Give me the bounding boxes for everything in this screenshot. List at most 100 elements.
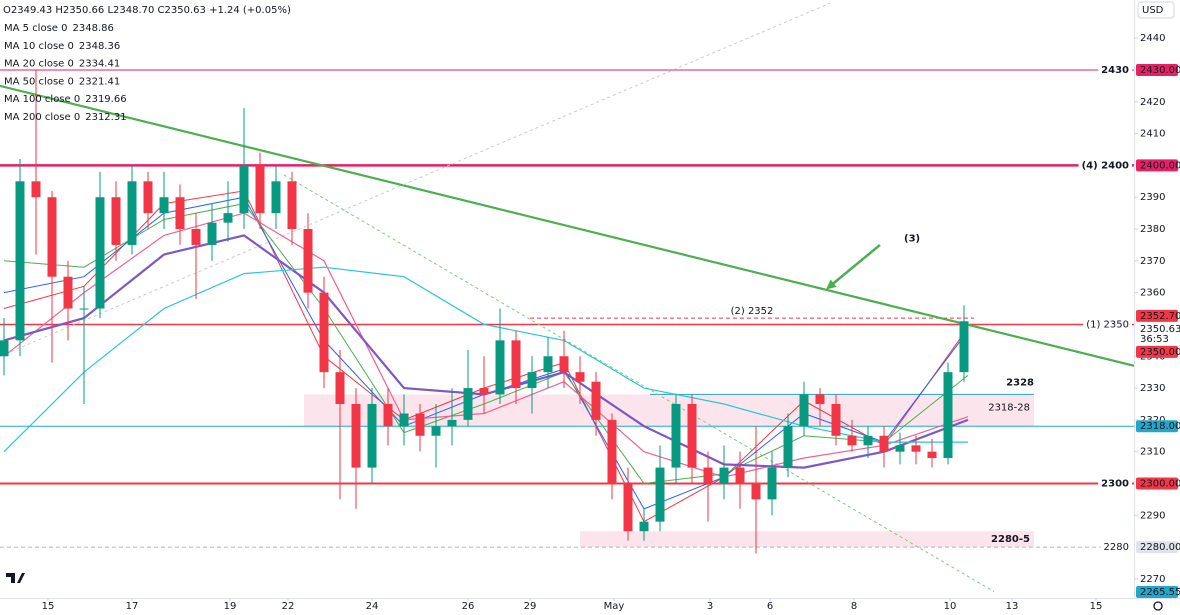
plot-area xyxy=(0,2,1134,593)
price-tag xyxy=(1136,477,1178,490)
candle-body xyxy=(559,356,569,373)
zone xyxy=(580,531,1034,548)
price-tag-label: 2400.00 xyxy=(1140,160,1180,171)
level-label-bg xyxy=(1098,64,1133,76)
price-tag xyxy=(1136,420,1178,433)
price-tag xyxy=(1136,63,1178,76)
candle-body xyxy=(415,413,425,436)
candle-body xyxy=(319,292,329,373)
candle-body xyxy=(175,197,185,230)
level-label: (2) 2352 xyxy=(731,306,774,317)
candle-body xyxy=(623,483,633,532)
candle-body xyxy=(687,403,697,468)
candle-body xyxy=(271,181,281,214)
price-tag-label: 2350.00 xyxy=(1140,347,1180,358)
legend-name: MA 5 close 0 xyxy=(4,23,68,34)
x-tick-label: 22 xyxy=(282,601,295,612)
ohlc-header: O2349.43 H2350.66 L2348.70 C2350.63 +1.2… xyxy=(3,5,291,16)
x-tick-label: 15 xyxy=(1090,601,1103,612)
candle-body xyxy=(255,165,265,214)
candle-body xyxy=(671,403,681,468)
candle-body xyxy=(895,445,905,452)
x-tick-label: 6 xyxy=(767,601,773,612)
candle-body xyxy=(399,413,409,427)
price-tag xyxy=(1136,159,1178,172)
candle-body xyxy=(959,321,969,373)
candle-body xyxy=(639,521,649,532)
arrow-shaft xyxy=(829,243,881,287)
candle-body xyxy=(863,435,873,446)
zone-label: 2280-5 xyxy=(991,534,1030,545)
price-tag xyxy=(1136,345,1178,358)
arrow-head xyxy=(826,279,837,290)
y-tick-label: 2370 xyxy=(1140,256,1165,267)
x-tick-label: May xyxy=(604,601,625,612)
price-tag xyxy=(1136,541,1178,554)
candle-body xyxy=(191,229,201,245)
level-label-bg xyxy=(1078,160,1133,172)
candle-body xyxy=(111,197,121,245)
candle-body xyxy=(799,394,809,427)
candle-body xyxy=(351,403,361,468)
level-label: (1) 2350 xyxy=(1086,319,1129,330)
candle-body xyxy=(767,467,777,500)
candle-body xyxy=(79,308,89,310)
zone-top-label: 2328 xyxy=(1006,377,1034,388)
y-tick-label: 2290 xyxy=(1140,510,1165,521)
candle-body xyxy=(847,435,857,446)
y-tick-label: 2270 xyxy=(1140,574,1165,585)
candle-body xyxy=(527,372,537,389)
candle-body xyxy=(511,340,521,389)
candle-body xyxy=(47,197,57,277)
level-label: 2300 xyxy=(1101,478,1129,489)
y-tick-label: 2440 xyxy=(1140,33,1165,44)
candle-body xyxy=(479,388,489,395)
candle-body xyxy=(447,419,457,427)
x-tick-label: 15 xyxy=(42,601,55,612)
legend-name: MA 50 close 0 xyxy=(4,76,74,87)
y-tick-label: 2390 xyxy=(1140,192,1165,203)
candle-body xyxy=(575,372,585,382)
y-tick-label: 2420 xyxy=(1140,97,1165,108)
candle-body xyxy=(95,197,105,309)
x-tick-label: 13 xyxy=(1006,601,1019,612)
x-tick-label: 10 xyxy=(944,601,957,612)
legend-value: 2312.31 xyxy=(85,112,126,123)
candle-body xyxy=(703,467,713,484)
legend-value: 2319.66 xyxy=(85,94,126,105)
candle-body xyxy=(943,372,953,459)
candle-body xyxy=(463,388,473,420)
legend-name: MA 10 close 0 xyxy=(4,41,74,52)
candle-body xyxy=(0,340,9,357)
y-tick-label: 2410 xyxy=(1140,129,1165,140)
price-tag xyxy=(1136,309,1178,322)
candle-body xyxy=(159,197,169,214)
candle-body xyxy=(927,451,937,459)
y-tick-label: 2330 xyxy=(1140,383,1165,394)
candle-body xyxy=(127,181,137,245)
currency-box[interactable] xyxy=(1137,1,1175,19)
legend-name: MA 100 close 0 xyxy=(4,94,80,105)
candle-body xyxy=(543,356,553,373)
x-tick-label: 3 xyxy=(707,601,713,612)
currency[interactable]: USD xyxy=(1142,5,1164,16)
y-tick-label: 2310 xyxy=(1140,447,1165,458)
candle-body xyxy=(495,340,505,395)
trendline xyxy=(283,174,995,593)
gear-icon[interactable] xyxy=(1153,601,1163,611)
y-tick-label: 2360 xyxy=(1140,288,1165,299)
level-label: (4) 2400 xyxy=(1082,160,1129,171)
level-label: 2280 xyxy=(1104,542,1129,553)
level-label-bg xyxy=(1100,542,1132,554)
price-tag-label: 2318.00 xyxy=(1140,421,1180,432)
zone xyxy=(304,394,1034,427)
price-tag-label: 2352.70 xyxy=(1140,311,1180,322)
candle-body xyxy=(719,467,729,484)
level-label: 2430 xyxy=(1101,65,1129,76)
currency-button[interactable]: USD xyxy=(1137,1,1175,19)
price-tag xyxy=(1136,322,1178,345)
price-tag-label: 2280.00 xyxy=(1140,542,1180,553)
settings-button[interactable] xyxy=(1153,601,1163,611)
arrow-label: (3) xyxy=(904,234,920,245)
